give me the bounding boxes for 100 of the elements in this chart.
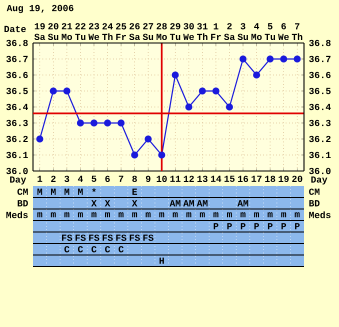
text: m [146,212,151,218]
category-label: CM [17,188,28,195]
text: m [186,212,192,218]
point [239,55,247,63]
x2-tick-label: 7 Th [292,23,302,40]
text: m [78,212,83,218]
text: AM [183,200,194,206]
text: m [240,212,246,218]
point [185,103,192,111]
x2-tick-label: 27 Su [142,23,154,40]
y-tick-label: 36.6 [6,72,28,78]
text: C [118,246,124,252]
text: m [200,212,205,218]
category-label: BD [18,200,28,206]
x-axis-title: Day [10,176,26,185]
x-tick-label: 3 [64,176,70,182]
category-label: CM [309,188,320,195]
text: P [240,223,246,230]
text: m [118,212,124,218]
text: P [254,223,259,230]
x2-tick-label: 20 Su [48,23,58,40]
x-tick-label: 5 [92,176,96,182]
x-tick-label: 16 [238,176,248,182]
text: P [295,223,300,230]
text: FS [143,234,154,241]
point [158,151,166,159]
text: M [64,188,70,195]
x2-tick-label: 4 Mo [251,23,262,40]
y-tick-label: 36.1 [6,152,28,158]
text: FS [130,234,140,241]
point [90,119,98,127]
x-tick-label: 13 [197,176,208,182]
x-tick-label: 19 [278,176,289,182]
x2-tick-label: 31 Th [197,23,208,40]
text: Day [311,176,328,185]
point [198,87,206,95]
category-label: Meds [6,211,28,218]
text: P [214,223,218,230]
text: FS [102,234,113,241]
text: m [281,212,286,218]
text: m [254,212,260,218]
x2-tick-label: 28 Mo [156,23,167,40]
x2-tick-label: 1 Fr [211,23,221,40]
x2-axis-title: Date [4,26,26,32]
point [294,55,301,63]
text: * [92,188,96,192]
text: m [132,212,138,218]
x-tick-label: 11 [170,176,180,182]
x2-tick-label: 21 Mo [62,23,72,40]
text: P [268,223,273,230]
text: AM [170,200,180,206]
x2-tick-label: 19 Sa [34,23,46,40]
text: E [132,188,138,195]
point [212,87,220,95]
text: X [104,200,110,206]
point [144,135,152,143]
x2-tick-label: 5 Tu [264,23,276,40]
point [226,103,234,111]
y2-tick-label: 36.8 [309,40,331,46]
text: P [281,223,286,230]
x-tick-label: 12 [184,176,194,182]
text: m [159,212,164,218]
y-tick-label: 36.2 [6,136,28,142]
y-tick-label: 36.7 [6,56,28,62]
point [253,71,260,79]
x-tick-label: 4 [78,176,83,182]
text: m [226,212,232,218]
point [63,87,70,95]
text: m [213,212,218,218]
text: m [268,212,273,218]
point [118,119,125,127]
point [76,119,84,127]
y-tick-label: 36.4 [6,104,28,110]
text: M [50,188,56,195]
text: C [78,246,83,252]
x-tick-label: 8 [132,176,137,182]
x2-tick-label: 23 We [88,23,100,40]
y2-tick-label: 36.3 [309,120,331,126]
y-tick-label: 36.3 [6,120,28,126]
x2-tick-label: 3 Su [238,23,248,40]
text: FS [116,234,126,241]
text: C [92,246,97,252]
x-tick-label: 9 [146,176,150,182]
y-tick-label: 36.0 [6,168,28,174]
x-tick-label: 6 [105,176,110,182]
x2-tick-label: 6 We [278,23,289,40]
x-tick-label: 2 [51,176,56,182]
text: m [50,212,56,218]
text: C [105,246,110,252]
x2-tick-label: 22 Tu [75,23,86,40]
y2-tick-label: 36.7 [309,56,330,62]
text: FS [89,234,100,241]
y2-tick-label: 36.1 [309,152,331,158]
text: FS [62,234,72,241]
x-tick-label: 7 [118,176,124,182]
x-tick-label: 1 [38,176,42,182]
point [280,55,288,63]
text: AM [196,200,208,206]
text: m [105,212,110,218]
point [36,135,44,143]
